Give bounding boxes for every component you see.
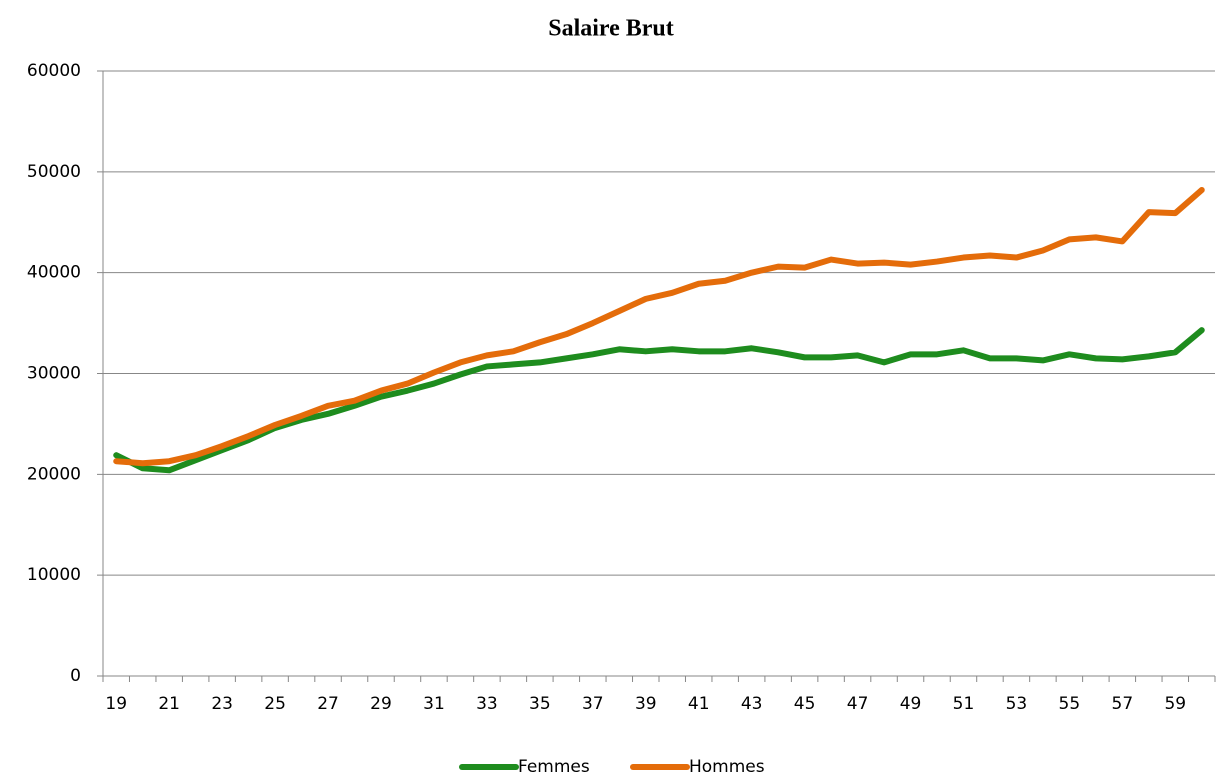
x-tick-label: 39 <box>635 694 657 714</box>
legend-label: Hommes <box>689 757 765 777</box>
x-tick-label: 19 <box>105 694 127 714</box>
x-tick-label: 31 <box>423 694 445 714</box>
x-tick-label: 45 <box>794 694 816 714</box>
y-tick-label: 20000 <box>27 464 81 484</box>
x-tick-label: 55 <box>1059 694 1081 714</box>
x-tick-label: 51 <box>953 694 975 714</box>
x-tick-label: 43 <box>741 694 763 714</box>
x-tick-label: 47 <box>847 694 869 714</box>
x-tick-label: 27 <box>317 694 339 714</box>
x-tick-label: 33 <box>476 694 498 714</box>
y-tick-label: 30000 <box>27 364 81 384</box>
y-tick-label: 0 <box>70 666 81 686</box>
y-tick-label: 50000 <box>27 162 81 182</box>
y-tick-label: 10000 <box>27 565 81 585</box>
y-tick-label: 40000 <box>27 263 81 283</box>
x-tick-label: 49 <box>900 694 922 714</box>
chart-title: Salaire Brut <box>548 16 674 42</box>
x-tick-label: 37 <box>582 694 604 714</box>
legend-label: Femmes <box>518 757 590 777</box>
x-tick-label: 57 <box>1112 694 1134 714</box>
series-line <box>113 186 1205 467</box>
series-line <box>113 327 1205 474</box>
x-tick-label: 25 <box>264 694 286 714</box>
x-tick-label: 41 <box>688 694 710 714</box>
x-tick-label: 21 <box>158 694 180 714</box>
y-tick-label: 60000 <box>27 61 81 81</box>
x-tick-label: 53 <box>1006 694 1028 714</box>
x-tick-label: 59 <box>1164 694 1186 714</box>
x-tick-label: 29 <box>370 694 392 714</box>
x-tick-label: 23 <box>211 694 233 714</box>
x-tick-label: 35 <box>529 694 551 714</box>
